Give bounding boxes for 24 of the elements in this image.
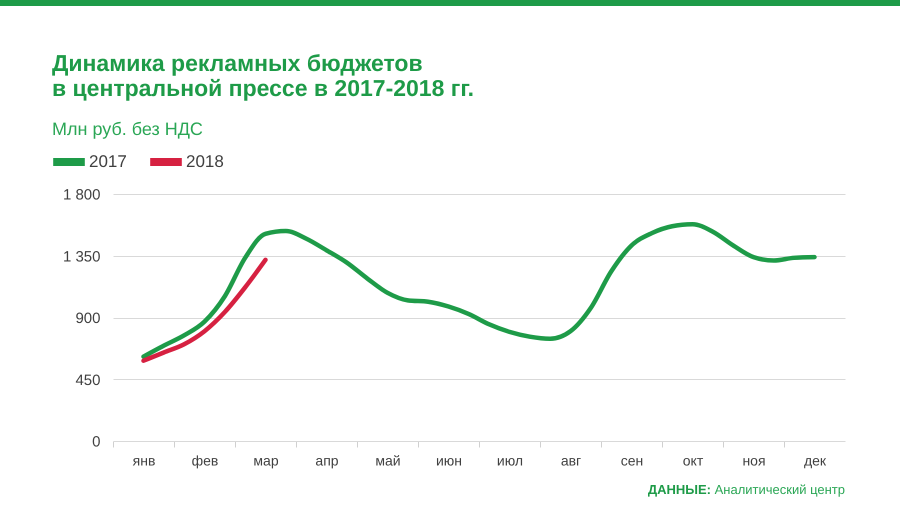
chart-subtitle: Млн руб. без НДС xyxy=(52,119,203,139)
x-tick-label: июл xyxy=(496,452,524,468)
legend-label: 2018 xyxy=(186,152,224,171)
x-tick-label: июн xyxy=(436,452,462,468)
x-tick-label: мар xyxy=(253,452,279,468)
x-tick-label: апр xyxy=(315,452,339,468)
x-tick-label: янв xyxy=(132,452,156,468)
text: ДАННЫЕ: Аналитический центр xyxy=(648,482,845,497)
chart-title: Динамика рекламных бюджетов в центральной прессе в 2017-2018 гг. xyxy=(52,50,474,101)
legend-label: 2017 xyxy=(89,152,127,171)
x-tick-label: фев xyxy=(192,452,218,468)
line-series xyxy=(141,222,817,359)
y-tick-label: 900 xyxy=(75,310,100,327)
y-tick-label: 450 xyxy=(75,372,100,389)
y-tick-label: 1 800 xyxy=(62,186,100,204)
x-tick-label: окт xyxy=(682,452,704,468)
line-series xyxy=(141,258,268,363)
x-tick-label: ноя xyxy=(742,452,766,468)
x-tick-label: май xyxy=(375,452,401,468)
x-tick-label: дек xyxy=(804,452,827,468)
y-tick-label: 0 xyxy=(92,434,100,450)
x-tick-label: авг xyxy=(560,452,582,468)
x-tick-label: сен xyxy=(620,452,644,468)
y-tick-label: 1 350 xyxy=(62,248,100,266)
